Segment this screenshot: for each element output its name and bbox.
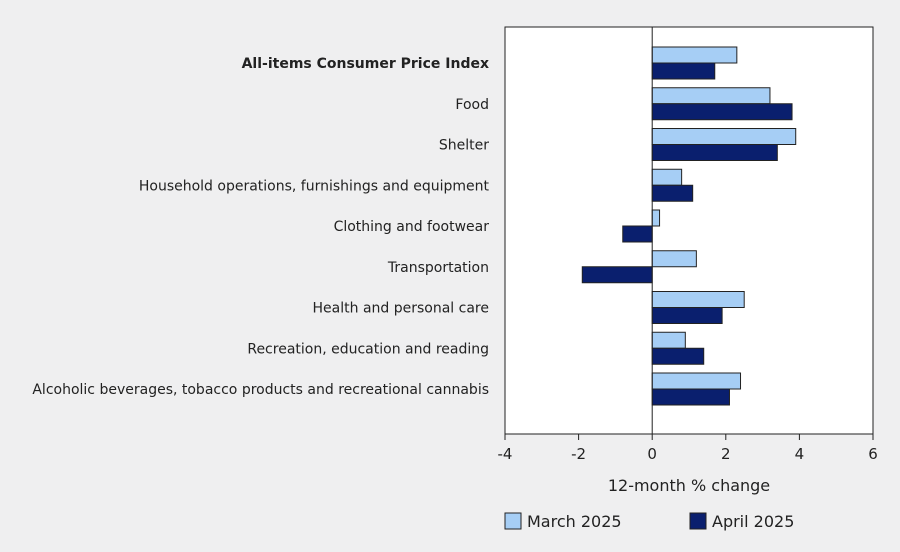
x-tick-label-1: -2	[571, 445, 586, 463]
x-tick-label-0: -4	[498, 445, 513, 463]
category-label-1: Food	[455, 97, 489, 113]
category-labels: All-items Consumer Price Index Food Shelte…	[32, 56, 489, 398]
bar-march-6	[651, 291, 745, 308]
bar-april-7	[651, 347, 705, 365]
legend: March 2025 April 2025	[504, 512, 794, 531]
category-label-2: Shelter	[439, 138, 489, 154]
category-label-7: Recreation, education and reading	[247, 341, 489, 357]
bar-april-8	[651, 388, 730, 406]
bar-march-3	[651, 168, 683, 186]
bar-march-2	[651, 128, 797, 145]
category-label-6: Health and personal care	[313, 301, 489, 317]
bar-april-1	[651, 103, 793, 121]
category-label-4: Clothing and footwear	[334, 219, 490, 235]
bar-april-0	[651, 62, 716, 80]
x-axis-title: 12-month % change	[608, 476, 770, 495]
bar-april-5	[581, 266, 653, 284]
bar-march-7	[651, 331, 686, 349]
bar-april-6	[651, 307, 723, 324]
x-tick-label-5: 6	[868, 445, 878, 463]
bar-april-3	[651, 184, 694, 202]
x-tick-label-3: 2	[721, 445, 731, 463]
bars-group	[581, 46, 797, 406]
bar-april-4	[622, 225, 653, 243]
bar-march-5	[651, 250, 697, 268]
x-axis: -4 -2 0 2 4 6	[498, 434, 878, 463]
bar-march-1	[651, 87, 771, 105]
category-label-3: Household operations, furnishings and eq…	[139, 178, 490, 194]
category-label-0: All-items Consumer Price Index	[242, 56, 489, 72]
x-tick-label-2: 0	[647, 445, 657, 463]
x-tick-label-4: 4	[795, 445, 805, 463]
bar-march-0	[651, 46, 738, 64]
legend-label-0: March 2025	[527, 512, 622, 531]
legend-swatch-1	[689, 512, 707, 530]
legend-swatch-0	[504, 512, 522, 530]
category-label-5: Transportation	[387, 260, 489, 276]
bar-march-8	[651, 372, 742, 390]
bar-april-2	[651, 144, 778, 161]
legend-label-1: April 2025	[712, 512, 794, 531]
category-label-8: Alcoholic beverages, tobacco products an…	[32, 382, 489, 398]
bar-march-4	[651, 209, 661, 227]
